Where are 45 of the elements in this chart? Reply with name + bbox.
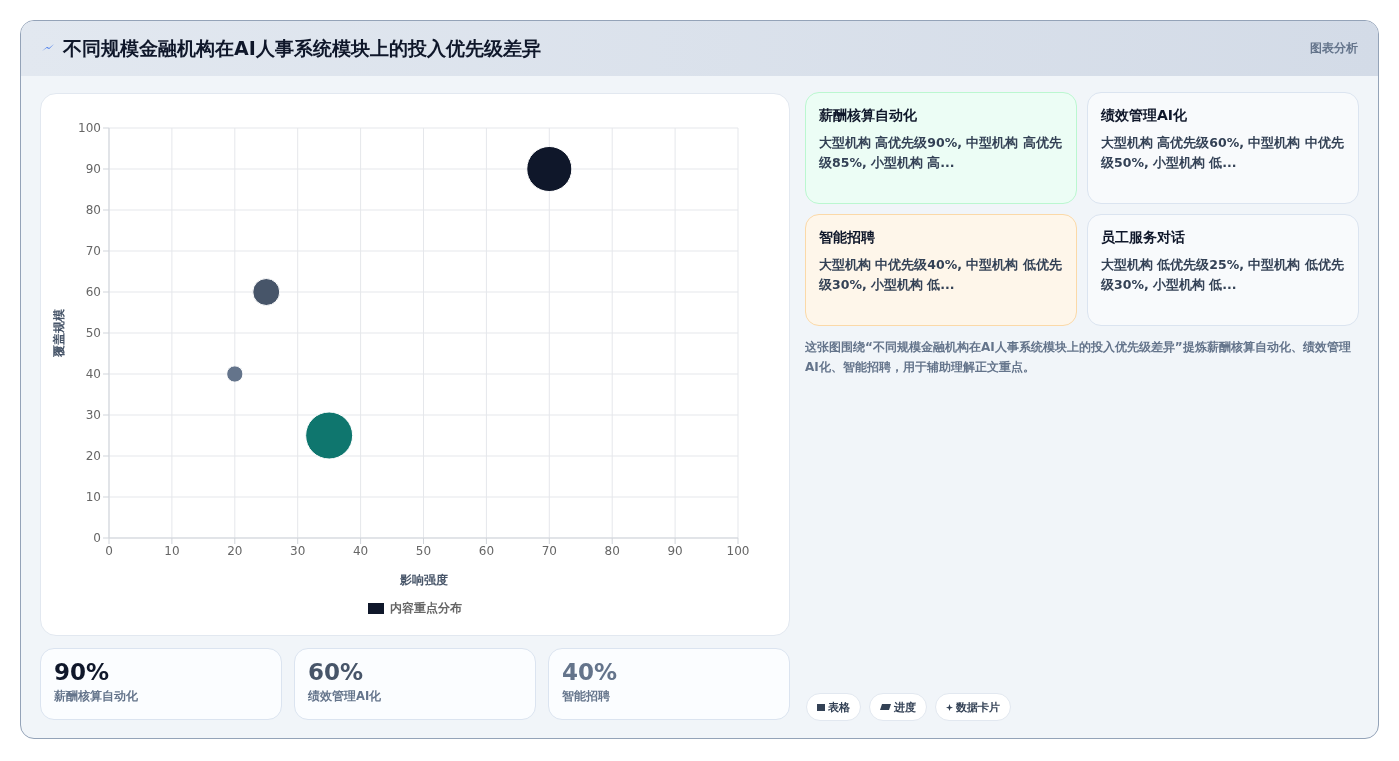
- text: 大型机构 高优先级90%, 中型机构 高优先级85%, 小型机构 高...: [819, 134, 1063, 172]
- x-tick-label: 100: [726, 543, 750, 558]
- y-axis-title: 覆盖规模: [52, 309, 67, 358]
- text: 大型机构 低优先级25%, 中型机构 低优先级30%, 小型机构 低...: [1101, 256, 1345, 294]
- text: 图表分析: [1310, 40, 1358, 57]
- text: 智能招聘: [562, 689, 611, 704]
- y-tick-label: 0: [93, 531, 101, 546]
- text: 这张图围绕“不同规模金融机构在AI人事系统模块上的投入优先级差异”提炼薪酬核算自动化、绩效管理AI化、智能招聘，用于辅助理解正文重点。: [805, 339, 1352, 376]
- y-tick-label: 90: [85, 162, 101, 177]
- chart-title: 不同规模金融机构在AI人事系统模块上的投入优先级差异: [63, 36, 541, 61]
- y-tick-label: 70: [85, 244, 101, 259]
- y-tick-label: 60: [85, 285, 101, 300]
- text: 数据卡片: [956, 699, 1000, 715]
- text: 绩效管理AI化: [1101, 107, 1189, 125]
- x-tick-label: 10: [164, 543, 180, 558]
- text: 绩效管理AI化: [308, 689, 383, 704]
- text: 大型机构 高优先级60%, 中型机构 中优先级50%, 小型机构 低...: [1101, 134, 1345, 172]
- text: 进度: [894, 699, 916, 715]
- text: 员工服务对话: [1101, 229, 1186, 247]
- x-tick-label: 80: [604, 543, 620, 558]
- y-tick-label: 30: [85, 408, 101, 423]
- text: 90%: [54, 659, 111, 685]
- y-tick-label: 40: [85, 367, 101, 382]
- y-tick-label: 10: [85, 490, 101, 505]
- text: 薪酬核算自动化: [819, 107, 918, 125]
- x-tick-label: 60: [478, 543, 495, 558]
- text: 大型机构 中优先级40%, 中型机构 低优先级30%, 小型机构 低...: [819, 256, 1063, 294]
- x-tick-label: 30: [290, 543, 306, 558]
- x-axis-title: 影响强度: [398, 573, 448, 587]
- y-tick-label: 100: [78, 121, 101, 136]
- x-tick-label: 0: [105, 543, 113, 558]
- y-tick-label: 80: [85, 203, 101, 218]
- x-tick-label: 70: [541, 543, 557, 558]
- text: 薪酬核算自动化: [54, 689, 139, 704]
- text: 智能招聘: [819, 229, 876, 247]
- y-tick-label: 20: [85, 449, 101, 464]
- x-tick-label: 90: [667, 543, 683, 558]
- y-tick-label: 50: [85, 326, 101, 341]
- legend-label: 内容重点分布: [390, 600, 462, 617]
- text: 表格: [828, 699, 850, 715]
- x-tick-label: 50: [415, 543, 432, 558]
- x-tick-label: 20: [227, 543, 243, 558]
- text: 40%: [562, 659, 619, 685]
- text: 60%: [308, 659, 365, 685]
- x-tick-label: 40: [352, 543, 369, 558]
